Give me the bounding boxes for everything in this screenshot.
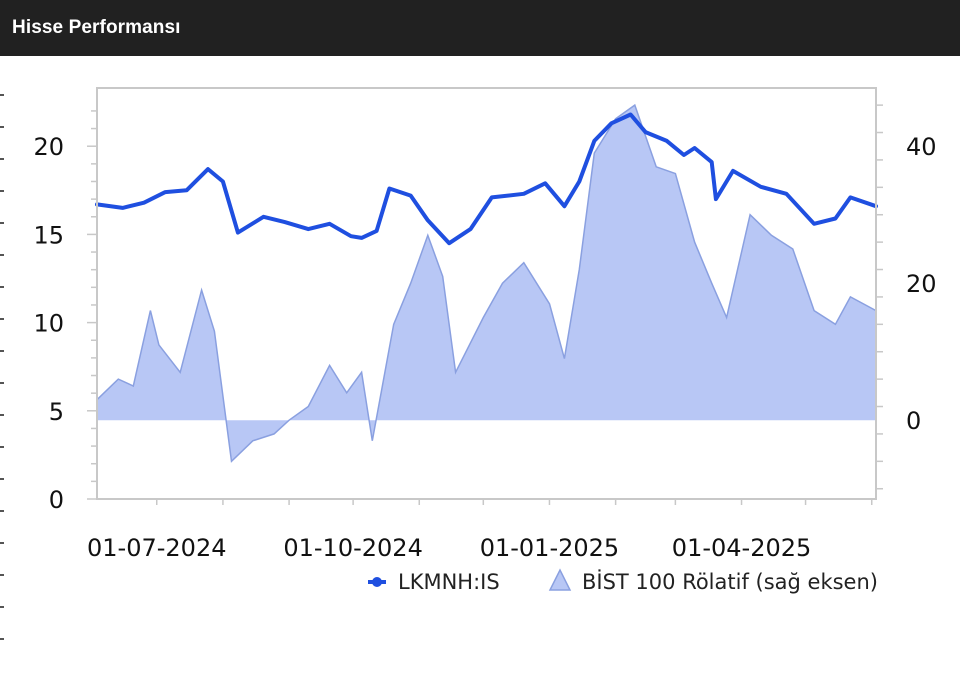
rail-tick (0, 286, 4, 288)
plot-frame (96, 87, 877, 500)
rail-tick (0, 638, 4, 640)
left-axis-tick-label: 10 (33, 310, 64, 338)
rail-tick (0, 446, 4, 448)
left-rail (0, 56, 8, 680)
legend-line-marker (372, 577, 382, 587)
relative-area-fill (97, 105, 876, 462)
rail-tick (0, 382, 4, 384)
legend-area-swatch (548, 568, 572, 591)
left-axis-tick-label: 0 (49, 486, 64, 514)
x-axis-tick-label: 01-07-2024 (87, 534, 226, 562)
left-axis-tick-label: 5 (49, 398, 64, 426)
rail-tick (0, 350, 4, 352)
rail-tick (0, 254, 4, 256)
relative-area-series (96, 103, 877, 463)
legend-label: LKMNH:IS (398, 570, 500, 594)
left-axis-tick-label: 20 (33, 133, 64, 161)
rail-tick (0, 542, 4, 544)
rail-tick (0, 574, 4, 576)
stock-price-line (95, 112, 878, 246)
rail-tick (0, 478, 4, 480)
rail-tick (0, 94, 4, 96)
right-axis-tick-label: 0 (906, 407, 921, 435)
rail-tick (0, 318, 4, 320)
x-axis-tick-label: 01-04-2025 (672, 534, 811, 562)
x-axis: 01-07-2024 01-10-2024 01-01-2025 01-04-2025 (87, 499, 873, 562)
left-axis-tick-label: 15 (33, 221, 64, 249)
stock-line-series (95, 112, 878, 246)
x-axis-tick-label: 01-10-2024 (283, 534, 422, 562)
page-title: Hisse Performansı (12, 17, 181, 38)
right-axis-tick-label: 20 (906, 270, 937, 298)
x-axis-tick-label: 01-01-2025 (480, 534, 619, 562)
rail-tick (0, 606, 4, 608)
rail-tick (0, 510, 4, 512)
right-axis: 0 20 40 (876, 104, 937, 490)
rail-tick (0, 222, 4, 224)
rail-tick (0, 158, 4, 160)
plot-border (96, 87, 877, 500)
left-axis: 0 5 10 15 20 (33, 110, 97, 514)
rail-tick (0, 190, 4, 192)
rail-tick (0, 126, 4, 128)
rail-tick (0, 414, 4, 416)
stock-performance-chart: 0 5 10 15 20 0 20 40 01-07-2024 01-10-2024 01-01… (33, 87, 937, 594)
legend: LKMNH:IS BİST 100 Rölatif (sağ eksen) (368, 568, 878, 594)
right-axis-tick-label: 40 (906, 133, 937, 161)
legend-label: BİST 100 Rölatif (sağ eksen) (582, 569, 878, 594)
header-bar: Hisse Performansı (0, 0, 960, 56)
relative-area-outline (96, 103, 877, 463)
